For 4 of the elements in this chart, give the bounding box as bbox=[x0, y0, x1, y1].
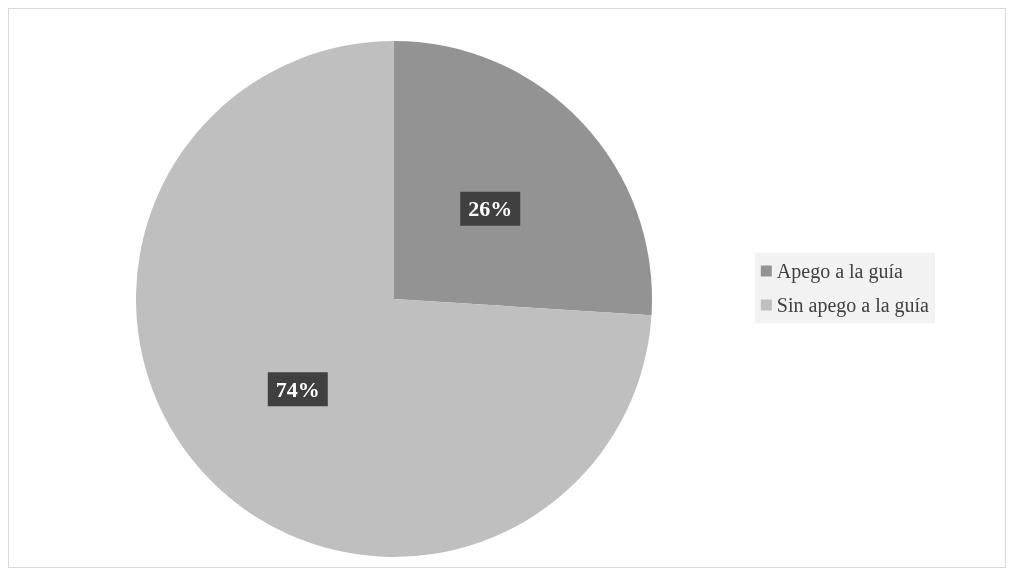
data-label: 26% bbox=[468, 196, 513, 222]
legend-label: Apego a la guía bbox=[776, 260, 904, 283]
legend-label: Sin apego a la guía bbox=[776, 294, 930, 317]
data-label: 74% bbox=[275, 376, 320, 402]
